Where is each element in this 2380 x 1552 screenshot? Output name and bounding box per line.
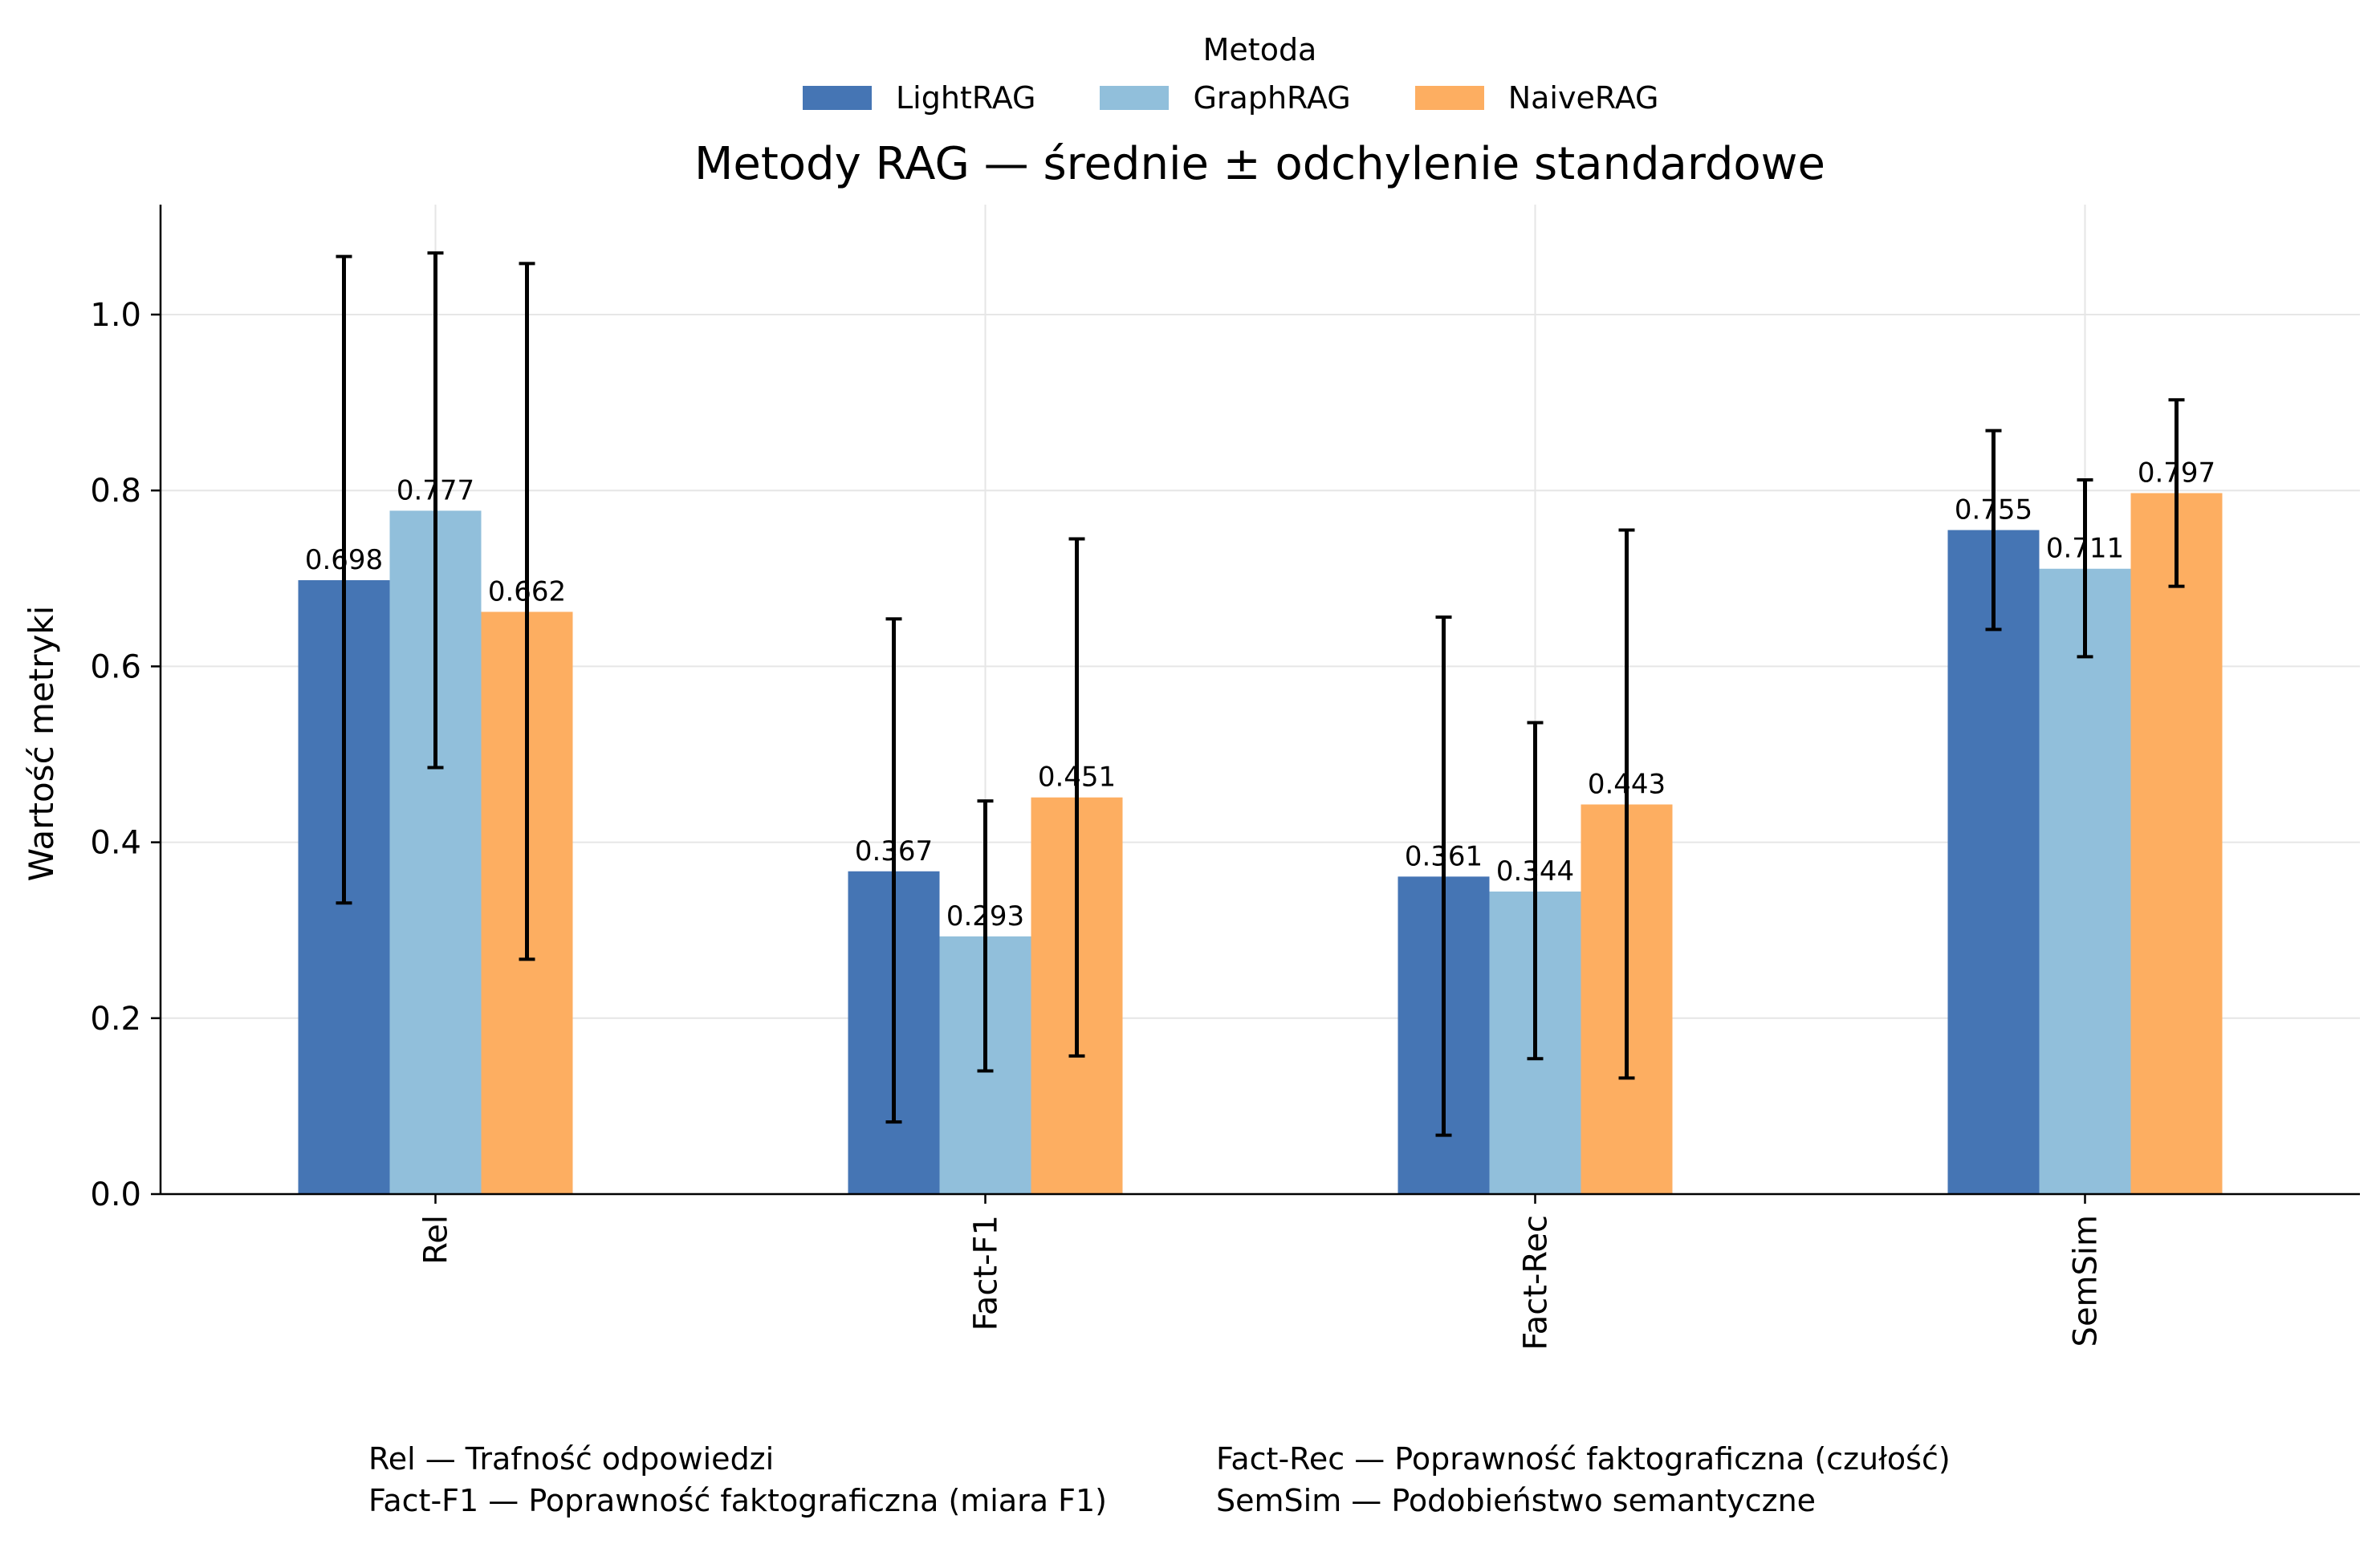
footnote-fact-f1: Fact-F1 — Poprawność faktograficzna (mia… xyxy=(368,1483,1107,1518)
bar-naiverag-semsim xyxy=(2130,493,2223,1194)
y-tick-label: 0.4 xyxy=(90,825,141,862)
legend-label-naiverag: NaiveRAG xyxy=(1507,80,1659,116)
legend: LightRAG GraphRAG NaiveRAG xyxy=(803,80,1723,116)
legend-item-lightrag: LightRAG xyxy=(803,80,1035,116)
legend-swatch-naiverag xyxy=(1414,86,1484,110)
x-tick-label: Fact-F1 xyxy=(968,1215,1005,1331)
legend-label-lightrag: LightRAG xyxy=(896,80,1036,116)
legend-label-graphrag: GraphRAG xyxy=(1193,80,1351,116)
chart-title: Metody RAG — średnie ± odchylenie standa… xyxy=(694,138,1825,190)
y-tick-label: 1.0 xyxy=(90,297,141,334)
y-tick-label: 0.2 xyxy=(90,1001,141,1038)
y-tick-label: 0.6 xyxy=(90,648,141,685)
y-tick-label: 0.8 xyxy=(90,473,141,510)
legend-item-graphrag: GraphRAG xyxy=(1100,80,1351,116)
legend-item-naiverag: NaiveRAG xyxy=(1414,80,1659,116)
legend-swatch-graphrag xyxy=(1100,86,1170,110)
y-axis-label: Wartość metryki xyxy=(22,606,61,882)
legend-title: Metoda xyxy=(1202,32,1317,67)
footnotes: Rel — Trafność odpowiedzi Fact-Rec — Pop… xyxy=(368,1441,1951,1518)
x-tick-label: SemSim xyxy=(2068,1215,2105,1347)
x-tick-label: Fact-Rec xyxy=(1518,1215,1555,1351)
footnote-rel: Rel — Trafność odpowiedzi xyxy=(368,1441,775,1477)
y-tick-label: 0.0 xyxy=(90,1176,141,1213)
footnote-fact-rec: Fact-Rec — Poprawność faktograficzna (cz… xyxy=(1216,1441,1951,1477)
footnote-semsim: SemSim — Podobieństwo semantyczne xyxy=(1216,1483,1817,1518)
bar-lightrag-semsim xyxy=(1947,530,2040,1194)
bar-graphrag-semsim xyxy=(2039,568,2131,1194)
legend-swatch-lightrag xyxy=(803,86,872,110)
x-tick-label: Rel xyxy=(418,1215,455,1265)
